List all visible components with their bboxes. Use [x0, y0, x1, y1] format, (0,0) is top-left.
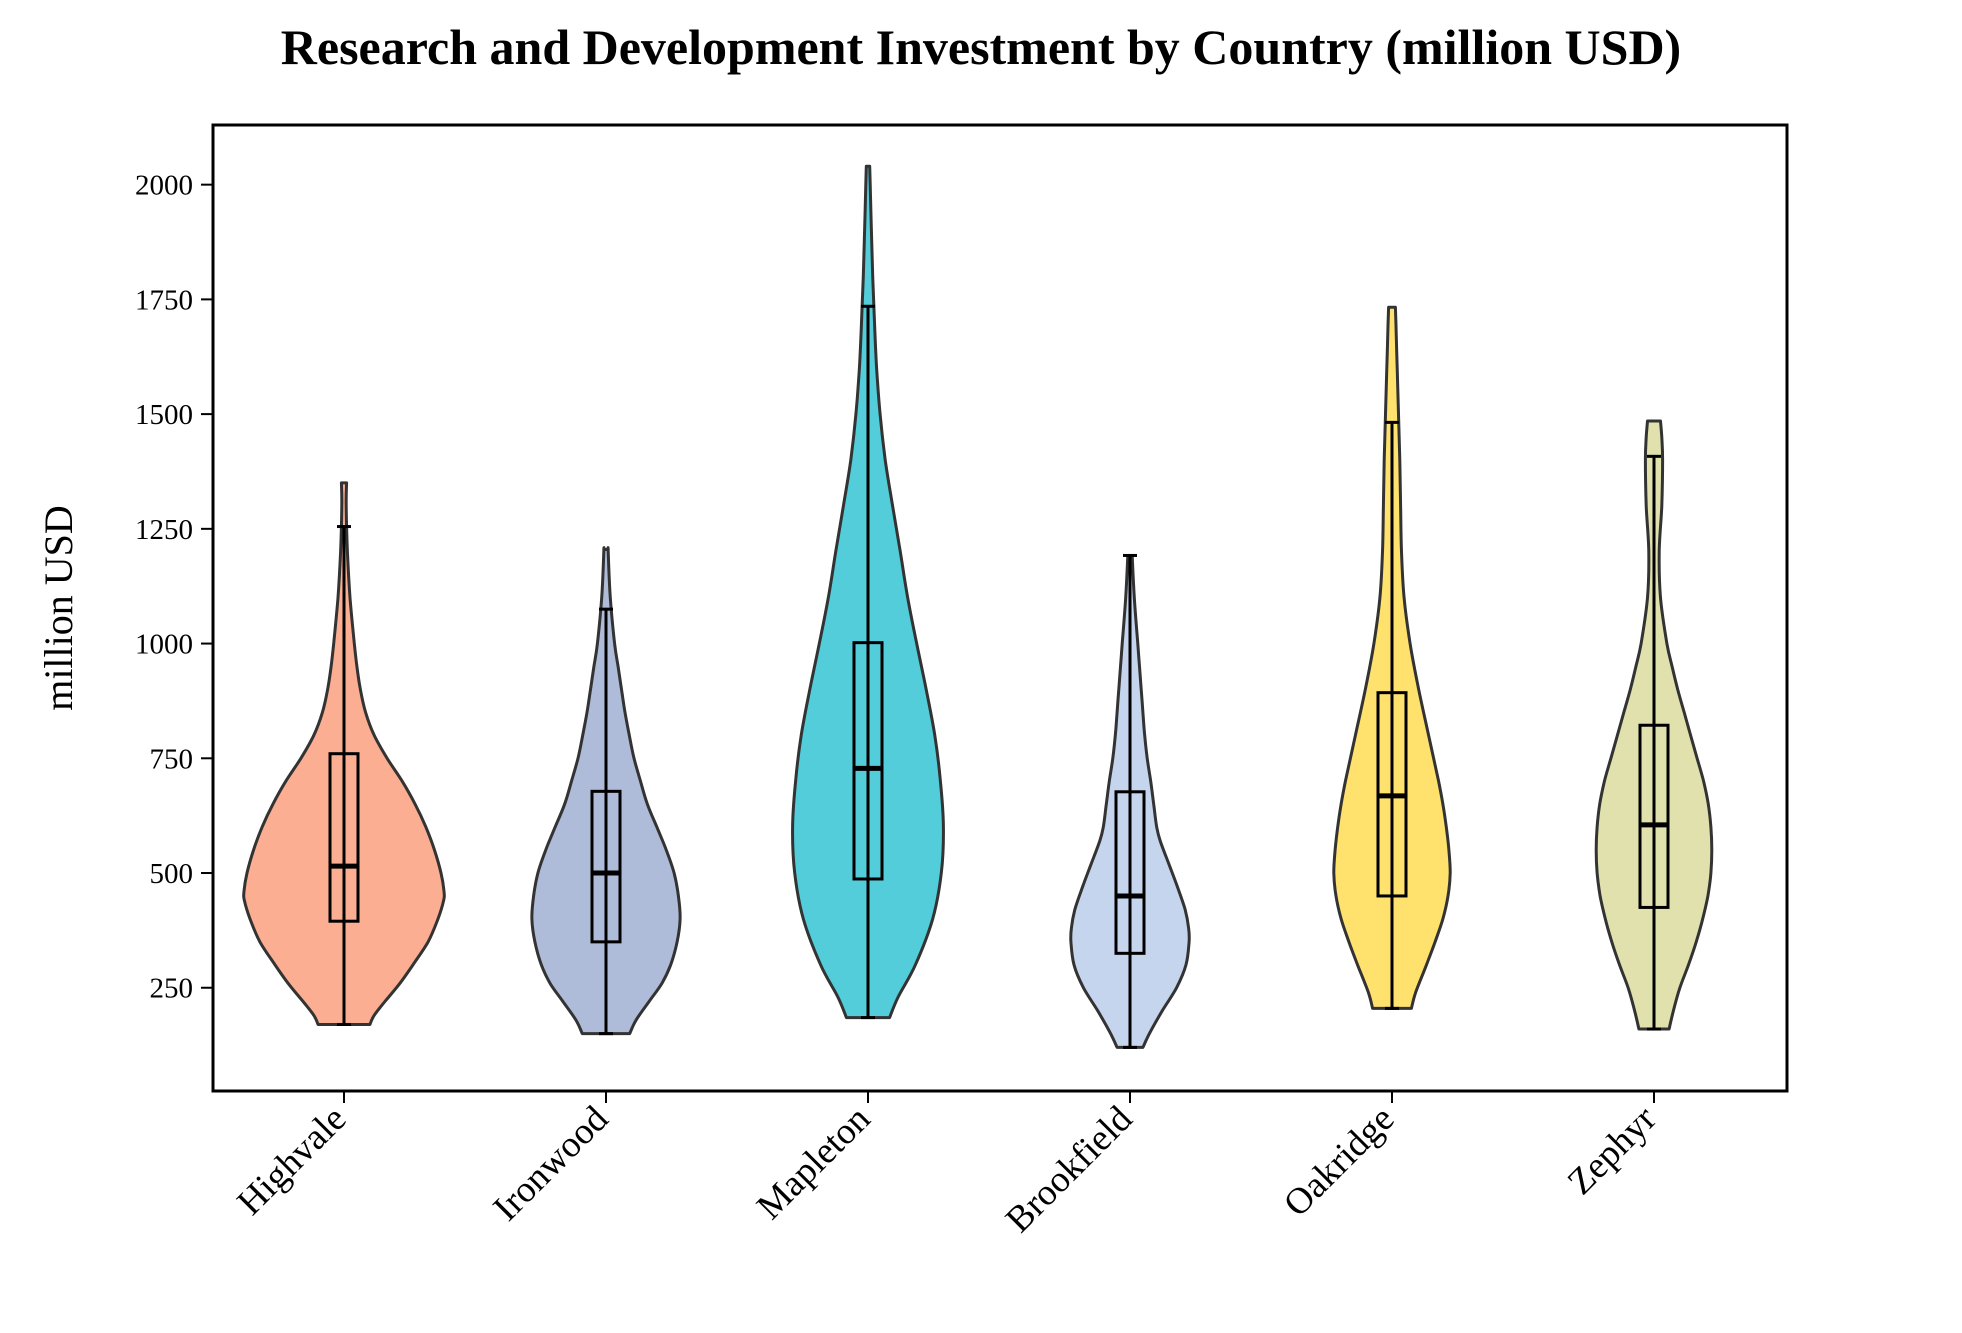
x-tick-label-brookfield: Brookfield	[998, 1098, 1141, 1241]
x-tick-label-zephyr: Zephyr	[1560, 1098, 1665, 1203]
plot-frame	[211, 123, 1789, 1093]
x-tick-label-ironwood: Ironwood	[486, 1098, 617, 1229]
y-tick-label-1500: 1500	[135, 399, 193, 431]
iqr-box-mapleton	[852, 641, 884, 881]
x-axis: Highvale Ironwood Mapleton Brookfield Oakrid…	[229, 1091, 1664, 1241]
y-tick-label-1750: 1750	[135, 284, 193, 316]
y-axis: 250 500 750 1000 1250 1500 1750 2000	[135, 170, 213, 1005]
iqr-box-zephyr	[1638, 723, 1670, 909]
x-tick-label-mapleton: Mapleton	[749, 1098, 878, 1227]
iqr-box-brookfield	[1114, 790, 1146, 955]
y-tick-label-1250: 1250	[135, 514, 193, 546]
y-tick-label-250: 250	[150, 973, 194, 1005]
iqr-box-ironwood	[590, 789, 622, 944]
y-tick-label-500: 500	[150, 858, 194, 890]
y-tick-label-1000: 1000	[135, 629, 193, 661]
chart-title: Research and Development Investment by C…	[280, 19, 1682, 75]
y-tick-label-750: 750	[150, 743, 194, 775]
box-layer	[328, 304, 1670, 1049]
iqr-box-highvale	[328, 752, 360, 923]
y-axis-label: million USD	[36, 505, 81, 711]
violin-layer	[242, 164, 1714, 1049]
y-tick-label-2000: 2000	[135, 170, 193, 202]
x-tick-label-highvale: Highvale	[229, 1098, 354, 1223]
x-tick-label-oakridge: Oakridge	[1276, 1098, 1402, 1224]
